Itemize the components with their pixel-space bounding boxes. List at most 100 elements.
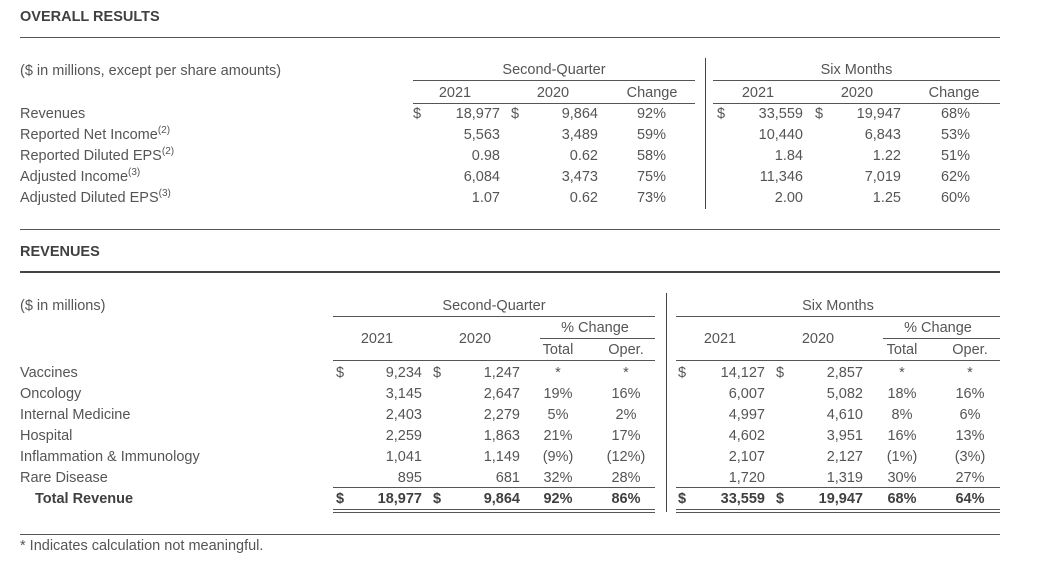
revenues-cell: 3,145 [385, 386, 422, 402]
revenues-cell: 27% [955, 470, 985, 486]
overall-cell: 59% [636, 127, 666, 143]
overall-cell: 92% [636, 106, 666, 122]
overall-cell: 10,440 [758, 127, 803, 143]
revenues-row-label: Inflammation & Immunology [20, 449, 200, 465]
overall-cell: 75% [636, 169, 666, 185]
revenues-group-q-rule [333, 316, 655, 317]
revenues-col-q-rule [333, 360, 655, 361]
revenues-row-label: Rare Disease [20, 470, 108, 486]
overall-cell: 1.22 [872, 148, 901, 164]
overall-cell: 62% [940, 169, 970, 185]
revenues-q-oper-header: Oper. [608, 342, 644, 358]
revenues-cell: * [555, 365, 561, 381]
revenues-cell: * [899, 365, 905, 381]
revenues-cell: 4,602 [728, 428, 765, 444]
overall-col-s-rule [713, 103, 1000, 104]
revenues-total-cell: 86% [611, 491, 641, 507]
revenues-cell: 17% [611, 428, 641, 444]
overall-dollar-s20: $ [815, 106, 824, 122]
overall-group-six-months: Six Months [820, 62, 893, 78]
revenues-cell: 2,647 [483, 386, 520, 402]
revenues-total-double-rule-q1 [333, 509, 655, 510]
revenues-cell: 2,403 [385, 407, 422, 423]
overall-results-heading: OVERALL RESULTS [20, 9, 160, 25]
revenues-col-s-2021: 2021 [703, 331, 737, 347]
revenues-cell: 3,951 [826, 428, 863, 444]
overall-cell: 0.62 [569, 148, 598, 164]
overall-cell: 58% [636, 148, 666, 164]
overall-unit-note: ($ in millions, except per share amounts… [20, 63, 282, 79]
revenues-total-cell: 19,947 [818, 491, 863, 507]
revenues-cell: 1,319 [826, 470, 863, 486]
overall-row-label: Reported Net Income(2) [20, 125, 171, 144]
revenues-cell: 19% [543, 386, 573, 402]
overall-vertical-divider [705, 58, 706, 209]
revenues-s-oper-header: Oper. [952, 342, 988, 358]
revenues-cell: 2,279 [483, 407, 520, 423]
overall-cell: 3,489 [561, 127, 598, 143]
overall-cell: 1.07 [471, 190, 500, 206]
revenues-q-pct-rule [540, 338, 655, 339]
overall-col-q-rule [413, 103, 695, 104]
revenues-cell: 2,857 [826, 365, 863, 381]
overall-cell: 18,977 [455, 106, 500, 122]
revenues-row-label: Oncology [20, 386, 82, 402]
overall-row-label: Adjusted Diluted EPS(3) [20, 188, 171, 207]
overall-cell: 19,947 [856, 106, 901, 122]
revenues-heading-rule [20, 271, 1000, 273]
revenues-cell: 14,127 [720, 365, 765, 381]
revenues-cell: 2% [615, 407, 637, 423]
revenues-cell: 6,007 [728, 386, 765, 402]
revenues-total-cell: 9,864 [483, 491, 520, 507]
revenues-cell: 28% [611, 470, 641, 486]
overall-cell: 33,559 [758, 106, 803, 122]
overall-cell: 2.00 [774, 190, 803, 206]
revenues-cell: 16% [887, 428, 917, 444]
revenues-dollar-q21: $ [336, 365, 345, 381]
revenues-total-top-rule-s [676, 487, 1000, 488]
overall-row-label: Revenues [20, 106, 86, 122]
revenues-cell: 1,863 [483, 428, 520, 444]
revenues-row-label: Internal Medicine [20, 407, 131, 423]
revenues-total-dollar-q21: $ [336, 491, 345, 507]
footnote-ref: (3) [128, 167, 141, 178]
revenues-cell: 2,259 [385, 428, 422, 444]
overall-col-s-change: Change [928, 85, 980, 101]
overall-group-s-rule [713, 80, 1000, 81]
revenues-col-q-2020: 2020 [458, 331, 492, 347]
revenues-cell: 5,082 [826, 386, 863, 402]
overall-col-q-2020: 2020 [536, 85, 570, 101]
overall-row-label: Adjusted Income(3) [20, 167, 141, 186]
revenues-cell: (9%) [542, 449, 574, 465]
overall-cell: 51% [940, 148, 970, 164]
revenues-cell: 681 [495, 470, 520, 486]
overall-col-s-2020: 2020 [840, 85, 874, 101]
revenues-col-s-rule [676, 360, 1000, 361]
revenues-cell: 1,247 [483, 365, 520, 381]
revenues-unit-note: ($ in millions) [20, 298, 106, 314]
revenues-row-label: Hospital [20, 428, 73, 444]
revenues-cell: 2,107 [728, 449, 765, 465]
revenues-total-double-rule-s1 [676, 509, 1000, 510]
revenues-cell: 8% [891, 407, 913, 423]
revenues-total-cell: 64% [955, 491, 985, 507]
revenues-col-s-2020: 2020 [801, 331, 835, 347]
overall-cell: 60% [940, 190, 970, 206]
revenues-cell: 1,041 [385, 449, 422, 465]
revenues-cell: 18% [887, 386, 917, 402]
revenues-cell: 1,149 [483, 449, 520, 465]
overall-group-q-rule [413, 80, 695, 81]
footnote-text: * Indicates calculation not meaningful. [20, 538, 264, 554]
revenues-row-label: Vaccines [20, 365, 78, 381]
revenues-cell: (12%) [606, 449, 646, 465]
revenues-cell: (1%) [886, 449, 918, 465]
revenues-total-cell: 18,977 [377, 491, 422, 507]
revenues-total-dollar-s20: $ [776, 491, 785, 507]
revenues-q-total-header: Total [542, 342, 574, 358]
revenues-cell: 32% [543, 470, 573, 486]
overall-cell: 1.84 [774, 148, 803, 164]
revenues-cell: 4,610 [826, 407, 863, 423]
revenues-s-pct-rule [883, 338, 1000, 339]
overall-cell: 3,473 [561, 169, 598, 185]
revenues-dollar-q20: $ [433, 365, 442, 381]
